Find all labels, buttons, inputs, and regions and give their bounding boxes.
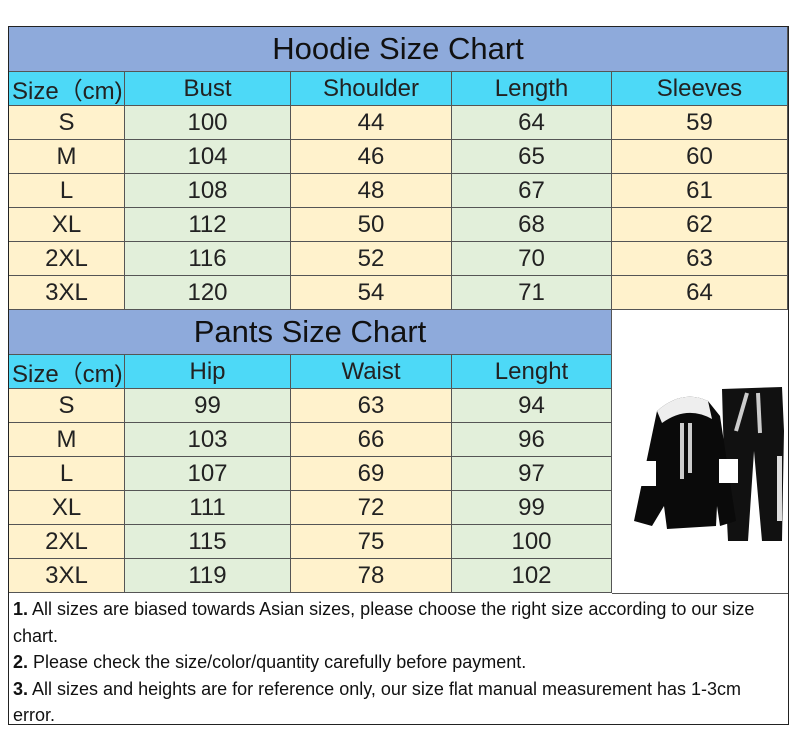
size-label: M [9, 140, 125, 174]
product-image [612, 311, 788, 594]
table-cell: 59 [612, 106, 788, 140]
note-1: 1. All sizes are biased towards Asian si… [13, 596, 784, 649]
table-cell: 52 [291, 242, 452, 276]
pants-chart-title: Pants Size Chart [9, 310, 612, 355]
table-cell: 99 [125, 389, 291, 423]
table-cell: 103 [125, 423, 291, 457]
size-label: 2XL [9, 242, 125, 276]
size-label: L [9, 457, 125, 491]
table-cell: 69 [291, 457, 452, 491]
table-cell: 107 [125, 457, 291, 491]
size-chart: 1. All sizes are biased towards Asian si… [8, 26, 789, 725]
table-cell: 102 [452, 559, 612, 593]
column-header: Sleeves [612, 72, 788, 106]
table-cell: 67 [452, 174, 612, 208]
note-number: 1. [13, 599, 29, 619]
note-text: All sizes are biased towards Asian sizes… [13, 599, 755, 646]
note-text: Please check the size/color/quantity car… [33, 652, 527, 672]
column-header: Bust [125, 72, 291, 106]
table-cell: 112 [125, 208, 291, 242]
column-header: Size（cm) [9, 355, 125, 389]
table-cell: 94 [452, 389, 612, 423]
table-cell: 62 [612, 208, 788, 242]
note-text: All sizes and heights are for reference … [13, 678, 742, 726]
size-label: 3XL [9, 276, 125, 310]
size-label: 2XL [9, 525, 125, 559]
size-label: S [9, 389, 125, 423]
table-cell: 61 [612, 174, 788, 208]
table-cell: 111 [125, 491, 291, 525]
table-cell: 50 [291, 208, 452, 242]
table-cell: 104 [125, 140, 291, 174]
table-cell: 75 [291, 525, 452, 559]
column-header: Lenght [452, 355, 612, 389]
column-header: Hip [125, 355, 291, 389]
size-label: XL [9, 208, 125, 242]
hoodie-chart-title: Hoodie Size Chart [9, 27, 788, 72]
table-cell: 120 [125, 276, 291, 310]
note-number: 3. [13, 678, 29, 699]
note-number: 2. [13, 652, 29, 672]
column-header: Size（cm) [9, 72, 125, 106]
table-cell: 60 [612, 140, 788, 174]
note-2: 2. Please check the size/color/quantity … [13, 649, 784, 676]
table-cell: 96 [452, 423, 612, 457]
size-label: 3XL [9, 559, 125, 593]
table-cell: 97 [452, 457, 612, 491]
table-cell: 54 [291, 276, 452, 310]
table-cell: 64 [452, 106, 612, 140]
table-cell: 65 [452, 140, 612, 174]
table-cell: 71 [452, 276, 612, 310]
size-label: M [9, 423, 125, 457]
size-label: XL [9, 491, 125, 525]
table-cell: 119 [125, 559, 291, 593]
table-cell: 99 [452, 491, 612, 525]
table-cell: 72 [291, 491, 452, 525]
table-cell: 66 [291, 423, 452, 457]
table-cell: 64 [612, 276, 788, 310]
table-cell: 44 [291, 106, 452, 140]
column-header: Length [452, 72, 612, 106]
table-cell: 46 [291, 140, 452, 174]
table-cell: 116 [125, 242, 291, 276]
table-cell: 100 [125, 106, 291, 140]
note-3: 3. All sizes and heights are for referen… [13, 676, 784, 729]
table-cell: 115 [125, 525, 291, 559]
size-label: S [9, 106, 125, 140]
table-cell: 63 [291, 389, 452, 423]
table-cell: 108 [125, 174, 291, 208]
table-cell: 100 [452, 525, 612, 559]
tracksuit-icon [634, 387, 784, 541]
column-header: Shoulder [291, 72, 452, 106]
table-cell: 78 [291, 559, 452, 593]
table-cell: 48 [291, 174, 452, 208]
size-label: L [9, 174, 125, 208]
table-cell: 70 [452, 242, 612, 276]
notes: 1. All sizes are biased towards Asian si… [9, 594, 788, 731]
table-cell: 63 [612, 242, 788, 276]
column-header: Waist [291, 355, 452, 389]
table-cell: 68 [452, 208, 612, 242]
